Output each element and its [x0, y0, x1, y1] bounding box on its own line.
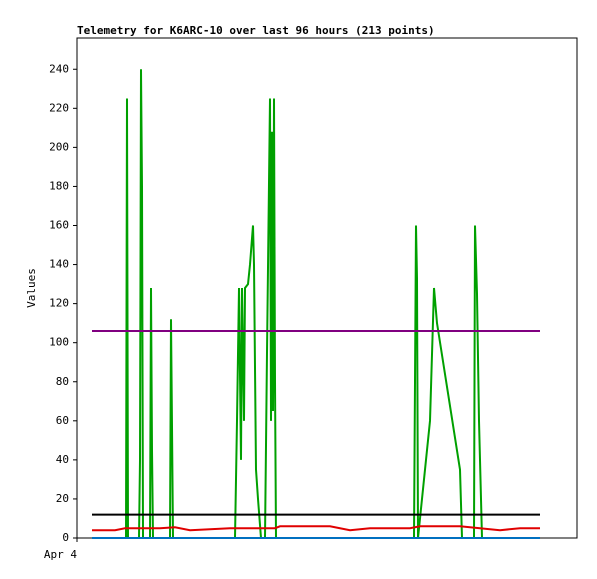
y-tick-label: 120 [49, 297, 69, 310]
y-tick-label: 40 [56, 453, 69, 466]
series-line [92, 69, 540, 539]
y-tick-label: 140 [49, 258, 69, 271]
chart-title: Telemetry for K6ARC-10 over last 96 hour… [77, 24, 435, 37]
y-tick-label: 180 [49, 179, 69, 192]
y-tick-label: 60 [56, 414, 69, 427]
y-tick-label: 0 [62, 531, 69, 544]
y-tick-label: 80 [56, 375, 69, 388]
y-tick-label: 100 [49, 336, 69, 349]
series-line [92, 525, 540, 532]
y-axis-label: Values [25, 268, 38, 308]
y-tick-label: 200 [49, 140, 69, 153]
y-tick-label: 20 [56, 492, 69, 505]
y-tick-label: 240 [49, 62, 69, 75]
x-tick-label: Apr 4 [44, 548, 77, 561]
y-tick-label: 220 [49, 101, 69, 114]
y-tick-label: 160 [49, 219, 69, 232]
